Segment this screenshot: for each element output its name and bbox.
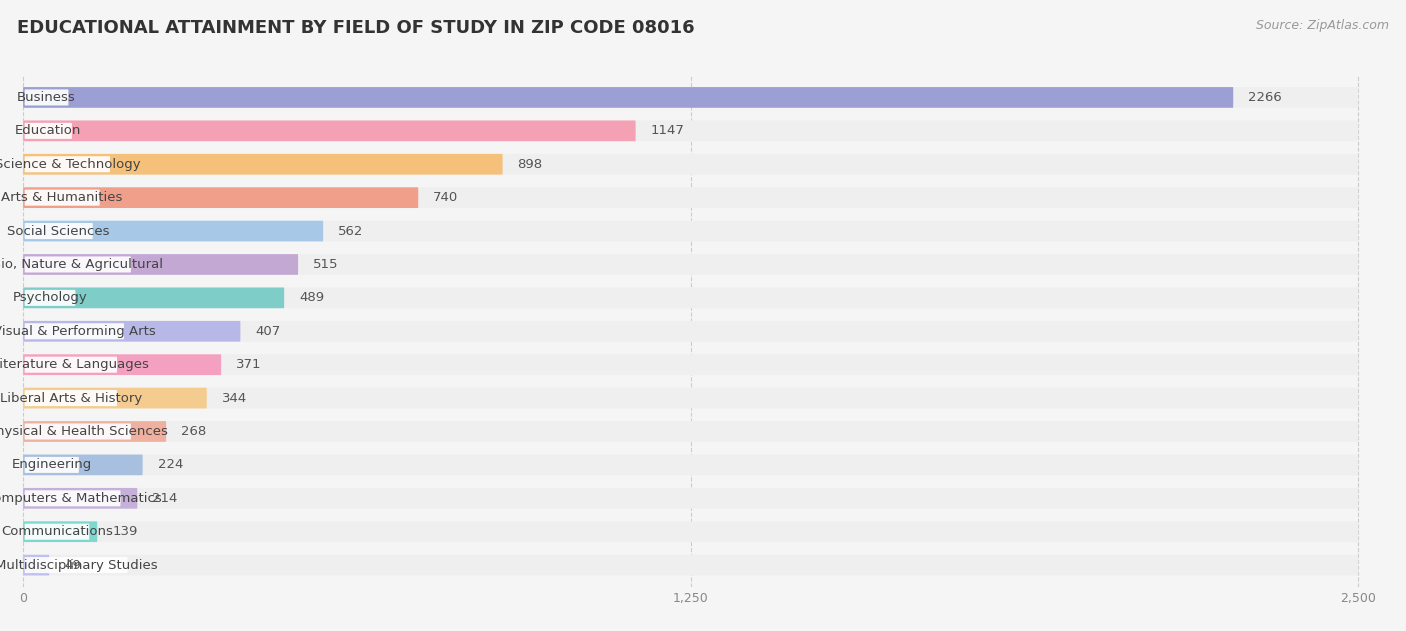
FancyBboxPatch shape	[22, 221, 1358, 242]
Text: Bio, Nature & Agricultural: Bio, Nature & Agricultural	[0, 258, 163, 271]
FancyBboxPatch shape	[22, 387, 207, 408]
FancyBboxPatch shape	[22, 521, 1358, 542]
Text: 224: 224	[157, 458, 183, 471]
Text: Visual & Performing Arts: Visual & Performing Arts	[0, 325, 156, 338]
FancyBboxPatch shape	[22, 355, 221, 375]
FancyBboxPatch shape	[25, 256, 131, 273]
FancyBboxPatch shape	[25, 190, 100, 206]
FancyBboxPatch shape	[25, 457, 79, 473]
FancyBboxPatch shape	[22, 321, 1358, 341]
Text: 2266: 2266	[1249, 91, 1282, 104]
FancyBboxPatch shape	[22, 488, 1358, 509]
Text: Social Sciences: Social Sciences	[7, 225, 110, 237]
FancyBboxPatch shape	[22, 488, 138, 509]
Text: 407: 407	[256, 325, 281, 338]
FancyBboxPatch shape	[22, 187, 1358, 208]
FancyBboxPatch shape	[25, 123, 72, 139]
FancyBboxPatch shape	[25, 223, 93, 239]
FancyBboxPatch shape	[25, 490, 121, 506]
FancyBboxPatch shape	[22, 421, 1358, 442]
Text: 515: 515	[314, 258, 339, 271]
FancyBboxPatch shape	[22, 421, 166, 442]
Text: Science & Technology: Science & Technology	[0, 158, 141, 171]
FancyBboxPatch shape	[22, 321, 240, 341]
FancyBboxPatch shape	[22, 154, 502, 175]
Text: Engineering: Engineering	[11, 458, 91, 471]
Text: 898: 898	[517, 158, 543, 171]
Text: 49: 49	[65, 558, 82, 572]
Text: 214: 214	[152, 492, 177, 505]
FancyBboxPatch shape	[25, 357, 117, 373]
Text: Arts & Humanities: Arts & Humanities	[1, 191, 122, 204]
FancyBboxPatch shape	[25, 390, 117, 406]
FancyBboxPatch shape	[25, 524, 89, 540]
Text: 740: 740	[433, 191, 458, 204]
FancyBboxPatch shape	[22, 454, 142, 475]
FancyBboxPatch shape	[25, 423, 131, 440]
Text: 1147: 1147	[651, 124, 685, 138]
FancyBboxPatch shape	[22, 221, 323, 242]
FancyBboxPatch shape	[22, 187, 418, 208]
Text: Physical & Health Sciences: Physical & Health Sciences	[0, 425, 167, 438]
FancyBboxPatch shape	[22, 555, 1358, 575]
Text: 268: 268	[181, 425, 207, 438]
Text: Liberal Arts & History: Liberal Arts & History	[0, 392, 142, 404]
Text: Communications: Communications	[1, 525, 112, 538]
FancyBboxPatch shape	[22, 288, 284, 308]
FancyBboxPatch shape	[22, 254, 1358, 275]
FancyBboxPatch shape	[22, 87, 1358, 108]
FancyBboxPatch shape	[25, 156, 110, 172]
FancyBboxPatch shape	[22, 288, 1358, 308]
FancyBboxPatch shape	[22, 555, 49, 575]
Text: Psychology: Psychology	[13, 292, 87, 304]
Text: Education: Education	[15, 124, 82, 138]
Text: 562: 562	[339, 225, 364, 237]
FancyBboxPatch shape	[22, 387, 1358, 408]
FancyBboxPatch shape	[22, 121, 636, 141]
Text: Literature & Languages: Literature & Languages	[0, 358, 149, 371]
FancyBboxPatch shape	[22, 121, 1358, 141]
FancyBboxPatch shape	[25, 323, 124, 339]
FancyBboxPatch shape	[22, 454, 1358, 475]
FancyBboxPatch shape	[22, 154, 1358, 175]
Text: 371: 371	[236, 358, 262, 371]
Text: Multidisciplinary Studies: Multidisciplinary Studies	[0, 558, 157, 572]
Text: Business: Business	[17, 91, 76, 104]
FancyBboxPatch shape	[25, 90, 69, 105]
Text: 344: 344	[222, 392, 247, 404]
Text: Computers & Mathematics: Computers & Mathematics	[0, 492, 162, 505]
Text: 489: 489	[299, 292, 325, 304]
FancyBboxPatch shape	[22, 87, 1233, 108]
Text: 139: 139	[112, 525, 138, 538]
FancyBboxPatch shape	[22, 521, 97, 542]
FancyBboxPatch shape	[25, 557, 128, 573]
Text: EDUCATIONAL ATTAINMENT BY FIELD OF STUDY IN ZIP CODE 08016: EDUCATIONAL ATTAINMENT BY FIELD OF STUDY…	[17, 19, 695, 37]
FancyBboxPatch shape	[25, 290, 76, 306]
FancyBboxPatch shape	[22, 254, 298, 275]
Text: Source: ZipAtlas.com: Source: ZipAtlas.com	[1256, 19, 1389, 32]
FancyBboxPatch shape	[22, 355, 1358, 375]
